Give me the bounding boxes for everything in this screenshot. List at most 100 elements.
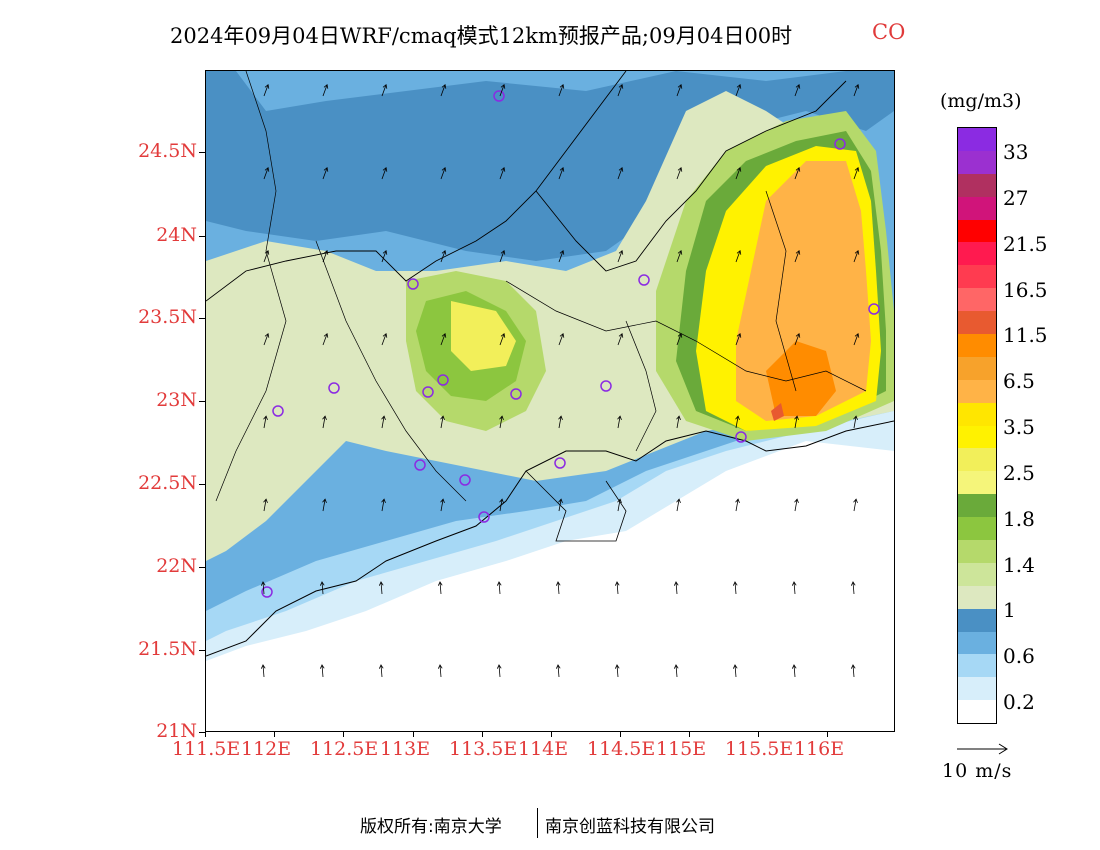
lon-tick — [205, 731, 206, 737]
lon-tick — [827, 731, 828, 737]
legend-swatch — [958, 173, 996, 197]
legend-swatch — [958, 402, 996, 426]
wind-vector — [558, 249, 565, 263]
lat-label: 23N — [156, 389, 197, 411]
wind-vector — [794, 83, 801, 97]
lat-label: 24.5N — [138, 140, 197, 162]
lat-label: 24N — [156, 224, 197, 246]
lon-label: 114.5E — [587, 738, 656, 760]
legend-label: 6.5 — [1003, 369, 1035, 393]
wind-vector — [322, 166, 329, 180]
wind-vector — [499, 249, 506, 263]
province-border — [206, 71, 627, 302]
wind-vector — [555, 664, 561, 678]
concentration-map — [206, 71, 894, 731]
wind-vector — [499, 166, 506, 180]
wind-vector — [381, 415, 386, 429]
lat-tick — [199, 152, 205, 153]
legend-swatch — [958, 608, 996, 632]
station-marker — [510, 388, 522, 400]
wind-vector — [617, 332, 624, 346]
station-marker — [414, 459, 426, 471]
lon-tick — [482, 731, 483, 737]
wind-vector — [853, 415, 858, 429]
wind-vector — [499, 332, 506, 346]
wind-vector — [381, 166, 388, 180]
station-marker — [478, 511, 490, 523]
lon-tick — [689, 731, 690, 737]
wind-vector — [558, 498, 563, 512]
conc-band-6.5-east — [736, 161, 871, 421]
county-border — [625, 320, 657, 452]
wind-vector — [676, 415, 681, 429]
wind-reference-arrow — [957, 743, 1008, 755]
wind-vector — [732, 664, 738, 678]
lon-label: 111.5E — [172, 738, 241, 760]
conc-band-11.5-east — [766, 341, 836, 416]
wind-vector — [617, 83, 624, 97]
legend-label: 11.5 — [1003, 323, 1048, 347]
legend-label: 1.4 — [1003, 553, 1035, 577]
wind-vector — [617, 415, 622, 429]
wind-vector — [260, 581, 266, 595]
wind-vector — [322, 415, 327, 429]
legend-swatch — [958, 128, 996, 151]
wind-vector — [319, 664, 325, 678]
legend-swatch — [958, 654, 996, 678]
wind-vector — [378, 581, 384, 595]
wind-vector — [850, 581, 856, 595]
lon-tick — [413, 731, 414, 737]
lat-tick — [199, 650, 205, 651]
lat-tick — [199, 236, 205, 237]
legend-swatch — [958, 425, 996, 449]
wind-vector — [322, 498, 327, 512]
lat-label: 21N — [156, 720, 197, 742]
wind-vector — [381, 249, 388, 263]
legend-label: 3.5 — [1003, 415, 1035, 439]
station-marker — [437, 374, 449, 386]
company-text: 南京创蓝科技有限公司 — [545, 817, 715, 837]
legend-swatch — [958, 150, 996, 174]
wind-vector — [263, 83, 270, 97]
wind-vector — [794, 332, 801, 346]
conc-band-2.5-central — [451, 301, 516, 371]
lat-label: 22N — [156, 555, 197, 577]
footer: 版权所有:南京大学 南京创蓝科技有限公司 — [0, 808, 1100, 842]
county-border — [765, 190, 797, 392]
station-marker — [272, 405, 284, 417]
lat-label: 22.5N — [138, 472, 197, 494]
wind-vector — [440, 166, 447, 180]
wind-vector — [263, 166, 270, 180]
wind-vector — [853, 249, 860, 263]
wind-vector — [791, 664, 797, 678]
wind-vector — [322, 83, 329, 97]
wind-vector — [440, 249, 447, 263]
legend-label: 21.5 — [1003, 232, 1048, 256]
lon-label: 115E — [656, 738, 707, 760]
legend-swatch — [958, 265, 996, 289]
legend-label: 27 — [1003, 186, 1029, 210]
wind-vector — [850, 664, 856, 678]
wind-vector — [440, 498, 445, 512]
lat-tick — [199, 732, 205, 733]
wind-vector — [558, 166, 565, 180]
station-marker — [735, 431, 747, 443]
map-panel — [205, 70, 895, 732]
station-marker — [407, 278, 419, 290]
county-border — [215, 71, 287, 502]
legend-swatch — [958, 242, 996, 266]
lon-label: 115.5E — [725, 738, 794, 760]
wind-vector — [735, 415, 740, 429]
wind-vector — [794, 249, 801, 263]
county-border — [315, 240, 467, 502]
legend-label: 2.5 — [1003, 461, 1035, 485]
wind-vector — [614, 581, 620, 595]
station-marker — [554, 457, 566, 469]
station-marker — [834, 138, 846, 150]
legend-swatch — [958, 288, 996, 312]
legend-unit: (mg/m3) — [940, 90, 1022, 112]
chart-title: 2024年09月04日WRF/cmaq模式12km预报产品;09月04日00时 … — [0, 20, 1100, 54]
wind-vector — [735, 83, 742, 97]
wind-vector — [263, 415, 268, 429]
legend-swatch — [958, 540, 996, 563]
